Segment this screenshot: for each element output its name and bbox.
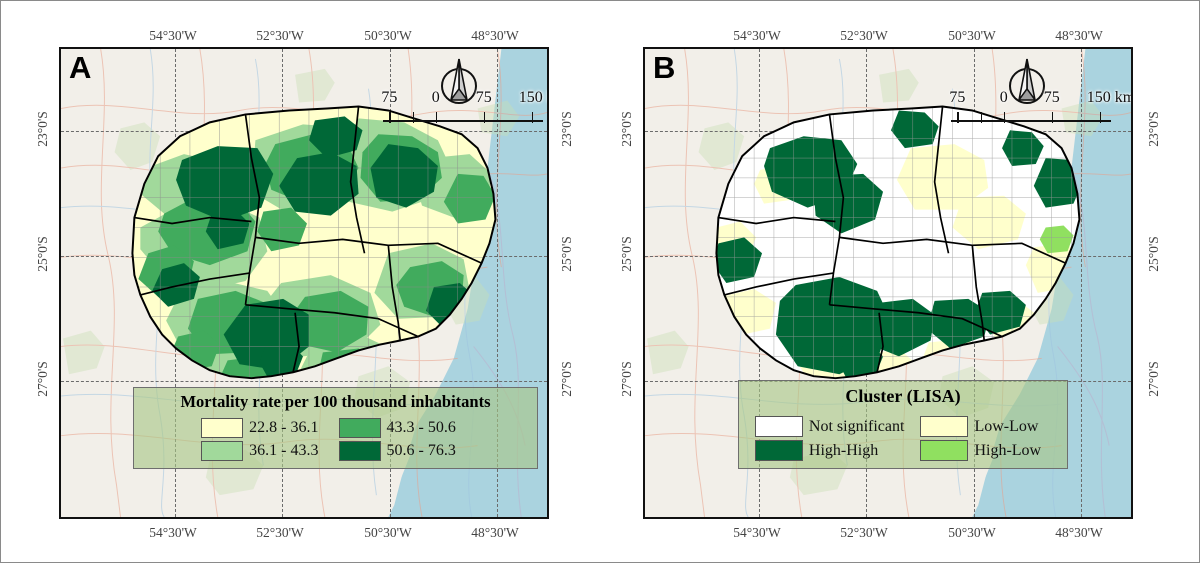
lon-label-bottom-1: 52°30'W <box>256 525 304 540</box>
legend-swatch-3 <box>920 440 969 461</box>
lat-label-left-1: 25°0'S <box>619 236 634 272</box>
lon-label-top-0: 54°30'W <box>149 28 197 43</box>
legend-mortality: Mortality rate per 100 thousand inhabita… <box>133 387 538 469</box>
scale-label-3: 150 km <box>518 89 547 106</box>
lat-label-right-0: 23°0'S <box>1146 111 1161 147</box>
legend-label-2: High-High <box>808 441 879 459</box>
scale-bar-a: 75 0 75 150 km <box>381 89 547 123</box>
legend-label-0: Not significant <box>808 417 905 435</box>
legend-swatch-3 <box>338 441 381 461</box>
lat-label-right-1: 25°0'S <box>559 236 574 272</box>
legend-swatch-0 <box>201 418 244 438</box>
scale-label-0: 75 <box>949 89 966 106</box>
legend-cluster: Cluster (LISA) Not significant Low-Low H… <box>738 380 1068 469</box>
north-arrow-icon <box>433 56 485 108</box>
legend-swatch-1 <box>338 418 381 438</box>
lat-label-right-2: 27°0'S <box>559 361 574 397</box>
scale-label-1: 0 <box>999 89 1008 106</box>
legend-title-a: Mortality rate per 100 thousand inhabita… <box>180 392 491 412</box>
lon-label-top-2: 50°30'W <box>948 28 996 43</box>
lat-label-right-0: 23°0'S <box>559 111 574 147</box>
cluster-map-b <box>645 49 1131 517</box>
lon-label-bottom-0: 54°30'W <box>149 525 197 540</box>
legend-swatch-2 <box>754 440 803 461</box>
lon-label-top-2: 50°30'W <box>364 28 412 43</box>
lon-label-top-1: 52°30'W <box>256 28 304 43</box>
scale-label-2: 75 <box>1043 89 1060 106</box>
scale-label-1: 0 <box>431 89 440 106</box>
map-frame-a[interactable]: A 75 0 75 150 km <box>59 47 549 519</box>
legend-swatch-0 <box>754 416 803 437</box>
lat-label-right-2: 27°0'S <box>1146 361 1161 397</box>
lat-label-left-2: 27°0'S <box>619 361 634 397</box>
legend-label-3: 50.6 - 76.3 <box>386 442 456 459</box>
legend-label-1: Low-Low <box>974 417 1039 435</box>
legend-title-b: Cluster (LISA) <box>845 386 961 407</box>
legend-label-0: 22.8 - 36.1 <box>249 419 319 436</box>
lon-label-top-0: 54°30'W <box>733 28 781 43</box>
lon-label-bottom-0: 54°30'W <box>733 525 781 540</box>
lat-label-left-2: 27°0'S <box>35 361 50 397</box>
legend-label-3: High-Low <box>974 441 1042 459</box>
lon-label-top-3: 48°30'W <box>1055 28 1103 43</box>
map-frame-b[interactable]: B 75 0 75 150 km <box>643 47 1133 519</box>
lon-label-top-1: 52°30'W <box>840 28 888 43</box>
scale-label-0: 75 <box>381 89 398 106</box>
legend-swatch-2 <box>201 441 244 461</box>
scale-bar-b: 75 0 75 150 km <box>949 89 1131 123</box>
lon-label-bottom-2: 50°30'W <box>364 525 412 540</box>
panel-b: 54°30'W 52°30'W 50°30'W 48°30'W 54°30'W … <box>601 1 1200 564</box>
legend-swatch-1 <box>920 416 969 437</box>
panel-letter-a: A <box>69 50 91 85</box>
lat-label-left-1: 25°0'S <box>35 236 50 272</box>
lon-label-bottom-2: 50°30'W <box>948 525 996 540</box>
panel-a: 54°30'W 52°30'W 50°30'W 48°30'W 54°30'W … <box>1 1 601 564</box>
lon-label-bottom-3: 48°30'W <box>471 525 519 540</box>
scale-label-2: 75 <box>475 89 492 106</box>
lon-label-top-3: 48°30'W <box>471 28 519 43</box>
lat-label-left-0: 23°0'S <box>35 111 50 147</box>
panel-letter-b: B <box>653 50 675 85</box>
lon-label-bottom-1: 52°30'W <box>840 525 888 540</box>
lon-label-bottom-3: 48°30'W <box>1055 525 1103 540</box>
north-arrow-icon <box>1001 56 1053 108</box>
scale-label-3: 150 km <box>1086 89 1133 106</box>
legend-label-2: 36.1 - 43.3 <box>249 442 319 459</box>
lat-label-right-1: 25°0'S <box>1146 236 1161 272</box>
lat-label-left-0: 23°0'S <box>619 111 634 147</box>
legend-label-1: 43.3 - 50.6 <box>386 419 456 436</box>
choropleth-a <box>61 49 547 517</box>
